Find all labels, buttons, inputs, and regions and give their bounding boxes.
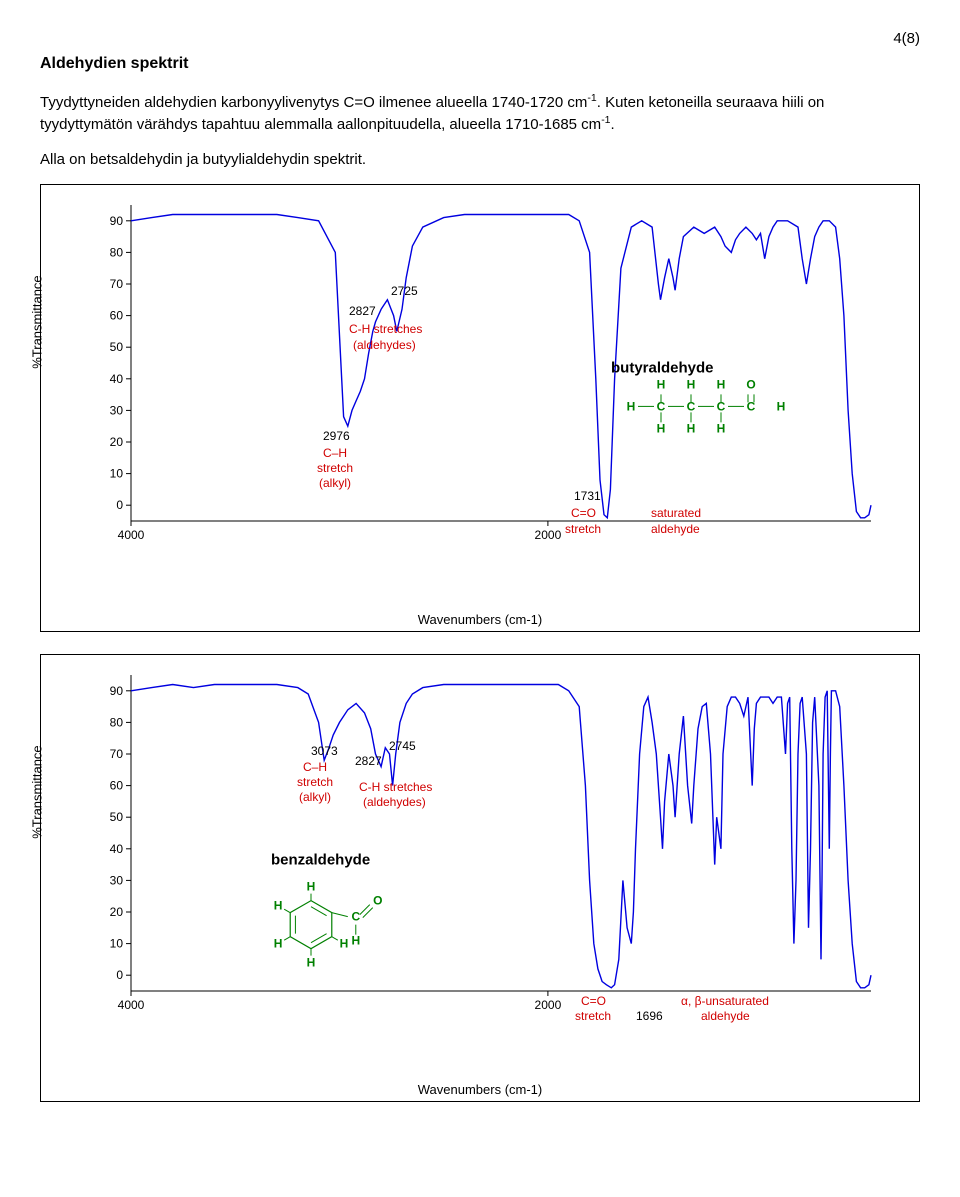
- svg-text:H: H: [687, 377, 696, 391]
- annotation: α, β-unsaturated: [681, 995, 769, 1009]
- x-axis-label-2: Wavenumbers (cm-1): [41, 1082, 919, 1097]
- annotation: C-H stretches: [359, 781, 432, 795]
- annotation: 3073: [311, 745, 338, 759]
- spectrum-plot-2: 0 10 20 30 40 50 60 70 80 90 4000 2000 benzaldehyde H…: [91, 665, 881, 1025]
- svg-text:50: 50: [110, 340, 124, 354]
- annotation: stretch: [297, 776, 333, 790]
- annotation: C-H stretches: [349, 323, 422, 337]
- svg-text:H: H: [717, 377, 726, 391]
- annotation: stretch: [575, 1010, 611, 1024]
- annotation: 2827: [349, 305, 376, 319]
- chart-butyraldehyde: %Transmittance 0102030405060708090400020…: [40, 184, 920, 632]
- svg-text:H: H: [657, 421, 666, 435]
- svg-text:H: H: [307, 955, 316, 969]
- paragraph-2: Alla on betsaldehydin ja butyylialdehydi…: [40, 150, 920, 170]
- chart-benzaldehyde: %Transmittance 0102030405060708090400020…: [40, 654, 920, 1102]
- svg-text:benzaldehyde: benzaldehyde: [271, 851, 370, 868]
- svg-text:30: 30: [110, 403, 124, 417]
- paragraph-1a: Tyydyttyneiden aldehydien karbonyyliveny…: [40, 94, 587, 111]
- svg-text:60: 60: [110, 778, 124, 792]
- svg-text:H: H: [687, 421, 696, 435]
- sup-1: -1: [587, 92, 596, 104]
- svg-text:O: O: [373, 893, 382, 907]
- annotation: saturated: [651, 507, 701, 521]
- annotation: 2745: [389, 740, 416, 754]
- svg-text:40: 40: [110, 372, 124, 386]
- annotation: stretch: [565, 523, 601, 537]
- svg-text:2000: 2000: [535, 528, 562, 542]
- svg-text:H: H: [627, 399, 636, 413]
- svg-text:30: 30: [110, 873, 124, 887]
- sup-2: -1: [601, 114, 610, 126]
- paragraph-1: Tyydyttyneiden aldehydien karbonyyliveny…: [40, 91, 920, 136]
- svg-text:H: H: [777, 399, 786, 413]
- svg-text:20: 20: [110, 905, 124, 919]
- svg-text:H: H: [274, 898, 283, 912]
- svg-text:0: 0: [116, 498, 123, 512]
- y-axis-label-2: %Transmittance: [30, 745, 45, 838]
- svg-text:50: 50: [110, 810, 124, 824]
- annotation: C–H: [303, 761, 327, 775]
- annotation: aldehyde: [651, 523, 700, 537]
- svg-text:40: 40: [110, 842, 124, 856]
- annotation: (aldehydes): [363, 796, 426, 810]
- annotation: 2827: [355, 755, 382, 769]
- x-axis-label-1: Wavenumbers (cm-1): [41, 612, 919, 627]
- svg-text:90: 90: [110, 214, 124, 228]
- svg-text:C: C: [351, 909, 360, 923]
- svg-text:H: H: [717, 421, 726, 435]
- page-number: 4(8): [40, 30, 920, 47]
- svg-text:H: H: [340, 936, 349, 950]
- svg-text:4000: 4000: [118, 998, 145, 1012]
- annotation: stretch: [317, 462, 353, 476]
- svg-text:10: 10: [110, 936, 124, 950]
- svg-text:80: 80: [110, 245, 124, 259]
- svg-text:70: 70: [110, 747, 124, 761]
- svg-text:H: H: [351, 933, 360, 947]
- annotation: (aldehydes): [353, 339, 416, 353]
- svg-text:0: 0: [116, 968, 123, 982]
- svg-text:H: H: [274, 936, 283, 950]
- annotation: 2976: [323, 430, 350, 444]
- annotation: aldehyde: [701, 1010, 750, 1024]
- svg-text:2000: 2000: [535, 998, 562, 1012]
- svg-text:H: H: [657, 377, 666, 391]
- svg-text:H: H: [307, 879, 316, 893]
- svg-text:80: 80: [110, 715, 124, 729]
- annotation: 1731: [574, 490, 601, 504]
- spectrum-plot-1: 0 10 20 30 40 50 60 70 80 90 4000 2000 butyraldehyde…: [91, 195, 881, 555]
- svg-text:butyraldehyde: butyraldehyde: [611, 359, 714, 376]
- annotation: C=O: [571, 507, 596, 521]
- paragraph-1c: .: [611, 116, 615, 133]
- svg-text:60: 60: [110, 308, 124, 322]
- svg-text:70: 70: [110, 277, 124, 291]
- section-title: Aldehydien spektrit: [40, 55, 920, 73]
- annotation: (alkyl): [319, 477, 351, 491]
- annotation: (alkyl): [299, 791, 331, 805]
- svg-text:O: O: [746, 377, 755, 391]
- svg-text:20: 20: [110, 435, 124, 449]
- annotation: 2725: [391, 285, 418, 299]
- y-axis-label-1: %Transmittance: [30, 275, 45, 368]
- annotation: C–H: [323, 447, 347, 461]
- annotation: 1696: [636, 1010, 663, 1024]
- svg-text:90: 90: [110, 684, 124, 698]
- svg-text:4000: 4000: [118, 528, 145, 542]
- annotation: C=O: [581, 995, 606, 1009]
- svg-text:10: 10: [110, 466, 124, 480]
